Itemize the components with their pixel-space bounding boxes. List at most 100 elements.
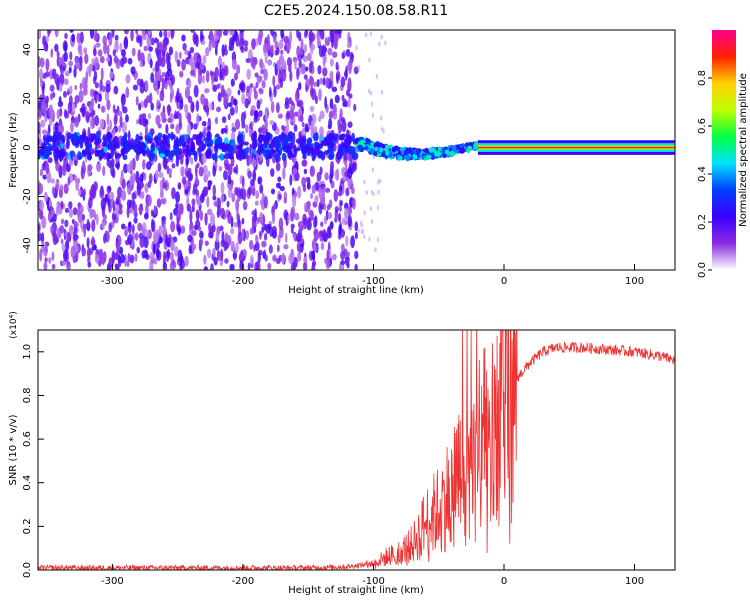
snr-yscale-label: (x10⁴) xyxy=(9,311,19,338)
heatmap-cell xyxy=(200,238,204,246)
heatmap-cell xyxy=(347,175,352,189)
heatmap-cell xyxy=(176,59,181,67)
heatmap-cell xyxy=(357,64,361,70)
heatmap-cell xyxy=(154,136,159,144)
heatmap-cell xyxy=(40,101,46,114)
heatmap-cell xyxy=(279,185,285,192)
heatmap-cell xyxy=(99,56,105,64)
heatmap-cell xyxy=(302,184,307,193)
heatmap-cell xyxy=(292,167,298,174)
heatmap-cell xyxy=(130,66,136,75)
heatmap-cell xyxy=(158,153,165,158)
heatmap-cell xyxy=(139,182,145,188)
heatmap-cell xyxy=(111,250,116,263)
heatmap-cell xyxy=(294,212,300,221)
heatmap-cell xyxy=(58,96,62,103)
heatmap-cell xyxy=(307,142,312,147)
heatmap-cell xyxy=(144,182,149,194)
heatmap-cell xyxy=(176,139,183,144)
snr-xtick-label: -200 xyxy=(232,576,255,587)
heatmap-cell xyxy=(344,207,349,220)
heatmap-cell xyxy=(276,182,280,189)
heatmap-cell xyxy=(326,249,330,261)
heatmap-cell xyxy=(303,74,308,80)
heatmap-cell xyxy=(316,37,321,47)
heatmap-cell xyxy=(378,41,381,47)
heatmap-cell xyxy=(221,142,226,147)
heatmap-cell xyxy=(230,95,235,105)
heatmap-cell xyxy=(84,145,89,156)
heatmap-cell xyxy=(281,68,287,82)
heatmap-cell xyxy=(306,182,311,190)
heatmap-cell xyxy=(165,123,169,135)
heatmap-cell xyxy=(224,44,227,51)
heatmap-cell xyxy=(95,42,101,48)
heatmap-cell xyxy=(280,133,287,139)
heatmap-cell xyxy=(342,168,346,181)
heatmap-cell xyxy=(336,150,341,161)
spectrogram-ytick-label: -20 xyxy=(22,188,33,204)
heatmap-cell xyxy=(51,251,55,262)
heatmap-cell xyxy=(160,198,166,205)
heatmap-cell xyxy=(200,30,204,42)
heatmap-cell xyxy=(179,112,182,124)
heatmap-cell xyxy=(244,45,248,52)
spectrogram-frame xyxy=(37,29,676,271)
heatmap-cell xyxy=(51,263,56,270)
heatmap-cell xyxy=(116,204,120,217)
heatmap-cell xyxy=(146,194,152,207)
heatmap-cell xyxy=(104,193,109,203)
heatmap-cell xyxy=(63,51,68,63)
heatmap-cell xyxy=(89,208,94,220)
heatmap-cell xyxy=(99,188,105,199)
heatmap-cell xyxy=(140,191,145,200)
heatmap-cell xyxy=(77,151,82,161)
heatmap-cell xyxy=(459,144,464,148)
heatmap-cell xyxy=(63,183,69,195)
heatmap-cell xyxy=(229,30,233,36)
heatmap-cell xyxy=(94,254,100,264)
snr-xtick-label: -100 xyxy=(362,576,385,587)
heatmap-cell xyxy=(320,242,325,250)
heatmap-cell xyxy=(116,240,121,254)
heatmap-cell xyxy=(249,83,254,89)
heatmap-cell xyxy=(286,121,290,134)
heatmap-cell xyxy=(259,230,262,240)
heatmap-cell xyxy=(126,163,132,173)
heatmap-cell xyxy=(208,223,212,233)
heatmap-cell xyxy=(123,36,129,50)
heatmap-cell xyxy=(288,31,293,44)
heatmap-cell xyxy=(287,135,294,142)
heatmap-cell xyxy=(69,30,74,33)
heatmap-cell xyxy=(101,221,106,230)
heatmap-cell xyxy=(284,232,288,244)
heatmap-cell xyxy=(119,115,123,126)
heatmap-cell xyxy=(345,48,351,57)
heatmap-cell xyxy=(156,198,162,208)
heatmap-cell xyxy=(163,30,168,39)
heatmap-cell xyxy=(193,152,198,162)
heatmap-cell xyxy=(329,30,334,38)
heatmap-cell xyxy=(48,257,52,264)
heatmap-cell xyxy=(204,186,209,197)
heatmap-cell xyxy=(202,126,207,137)
heatmap-cell xyxy=(264,109,268,122)
heatmap-cell xyxy=(261,226,265,233)
heatmap-cell xyxy=(137,222,143,232)
heatmap-cell xyxy=(259,58,264,69)
heatmap-cell xyxy=(235,241,239,253)
heatmap-cell xyxy=(192,243,197,250)
heatmap-cell xyxy=(274,49,279,56)
heatmap-cell xyxy=(77,210,83,223)
heatmap-cell xyxy=(309,76,315,87)
heatmap-cell xyxy=(308,62,313,74)
heatmap-cell xyxy=(301,159,307,167)
heatmap-cell xyxy=(351,132,355,142)
heatmap-cell xyxy=(83,80,88,92)
snr-xtick-label: 100 xyxy=(625,576,644,587)
heatmap-cell xyxy=(162,134,169,141)
heatmap-cell xyxy=(341,119,347,133)
heatmap-cell xyxy=(234,72,239,81)
heatmap-cell xyxy=(337,119,341,127)
